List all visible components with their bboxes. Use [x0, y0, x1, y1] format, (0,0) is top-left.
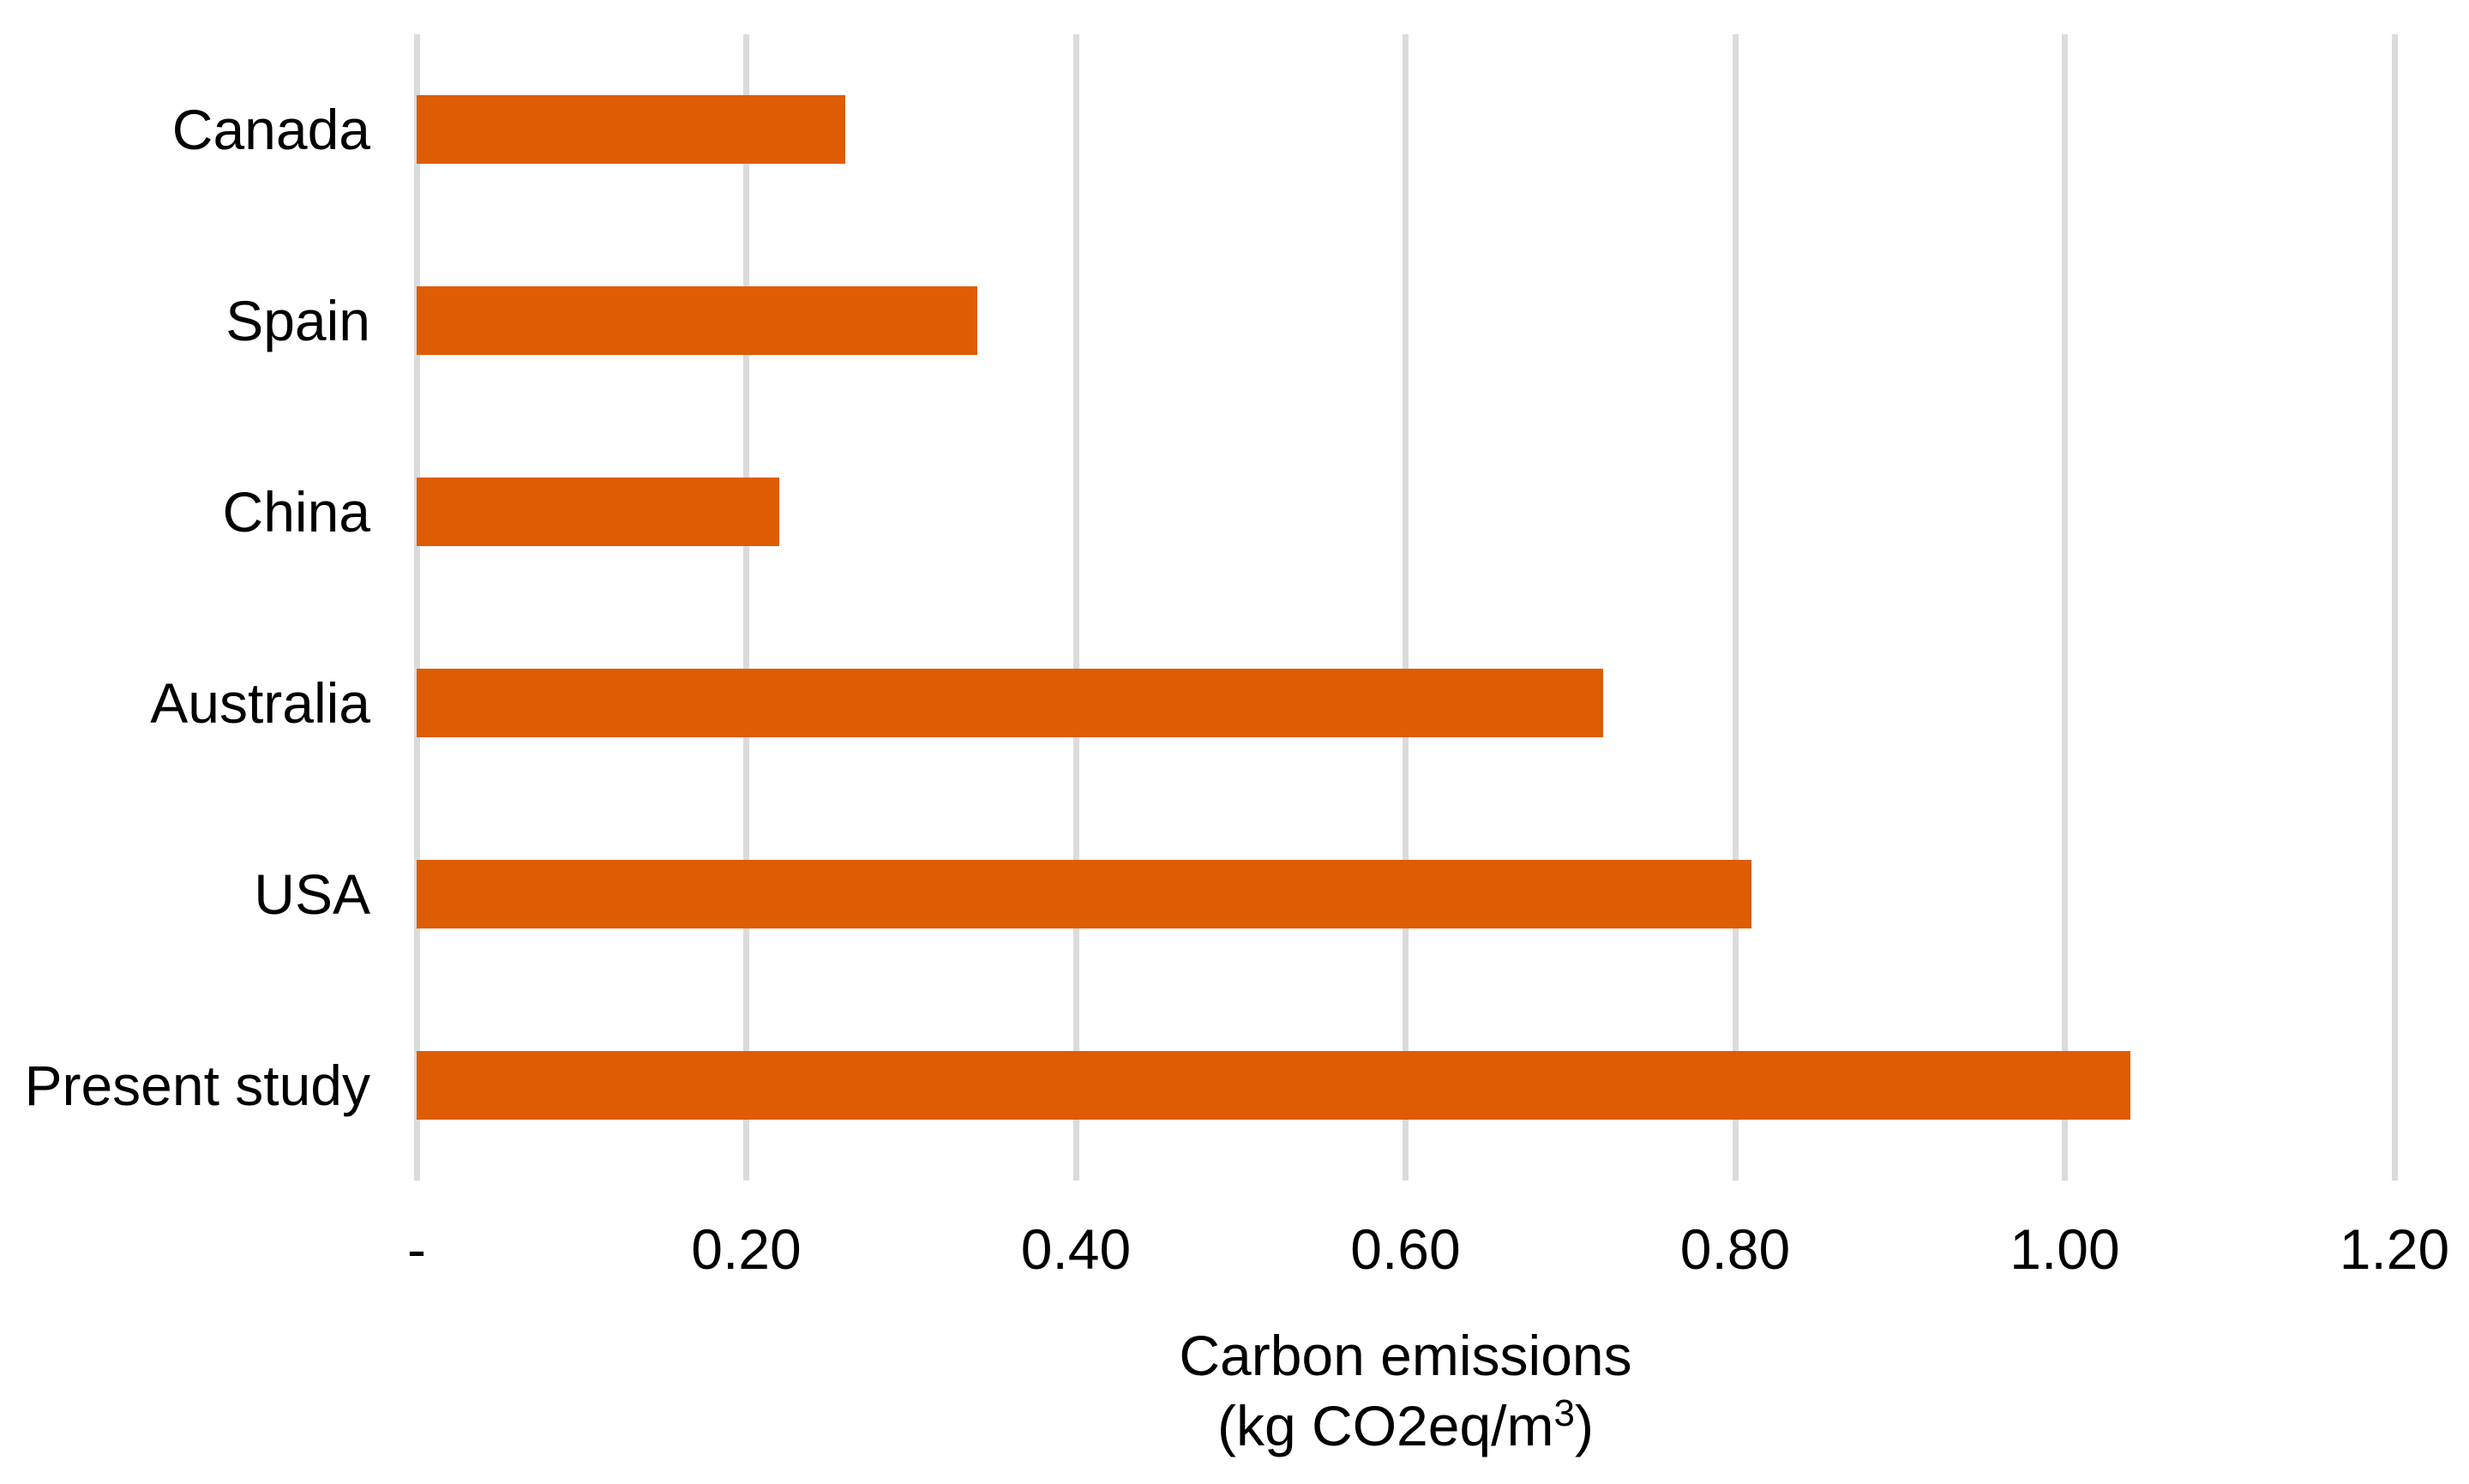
bar-usa	[417, 859, 1752, 928]
gridline-0.60	[1403, 34, 1409, 1181]
bar-spain	[417, 286, 977, 356]
x-axis-title-unit-superscript: 3	[1553, 1392, 1575, 1434]
x-axis-title-unit-suffix: )	[1574, 1394, 1594, 1457]
category-label-canada: Canada	[171, 98, 370, 162]
x-axis-title: Carbon emissions (kg CO2eq/m3)	[417, 1320, 2394, 1461]
gridline--	[413, 34, 420, 1181]
bar-present-study	[417, 1050, 2131, 1120]
gridline-0.40	[1072, 34, 1079, 1181]
category-label-usa: USA	[254, 862, 370, 926]
category-label-spain: Spain	[225, 289, 370, 353]
x-tick-label-0.60: 0.60	[1350, 1217, 1461, 1281]
bar-canada	[417, 95, 845, 165]
category-label-present-study: Present study	[24, 1053, 370, 1117]
x-tick-label-0.80: 0.80	[1679, 1217, 1791, 1281]
category-label-australia: Australia	[150, 670, 370, 735]
gridline-1.00	[2062, 34, 2068, 1181]
x-tick-label-0.20: 0.20	[691, 1217, 802, 1281]
bar-china	[417, 478, 779, 547]
x-tick-label-1.00: 1.00	[2009, 1217, 2120, 1281]
gridline-1.20	[2391, 34, 2398, 1181]
x-axis-title-line2: (kg CO2eq/m3)	[417, 1391, 2394, 1461]
gridline-0.80	[1732, 34, 1739, 1181]
x-tick-label--: -	[407, 1217, 426, 1281]
x-tick-label-1.20: 1.20	[2339, 1217, 2450, 1281]
category-label-china: China	[222, 480, 370, 544]
bar-australia	[417, 668, 1604, 737]
x-tick-label-0.40: 0.40	[1020, 1217, 1132, 1281]
x-axis-title-unit-prefix: (kg CO2eq/m	[1217, 1394, 1554, 1457]
x-axis-title-line1: Carbon emissions	[1179, 1324, 1632, 1387]
gridline-0.20	[743, 34, 749, 1181]
